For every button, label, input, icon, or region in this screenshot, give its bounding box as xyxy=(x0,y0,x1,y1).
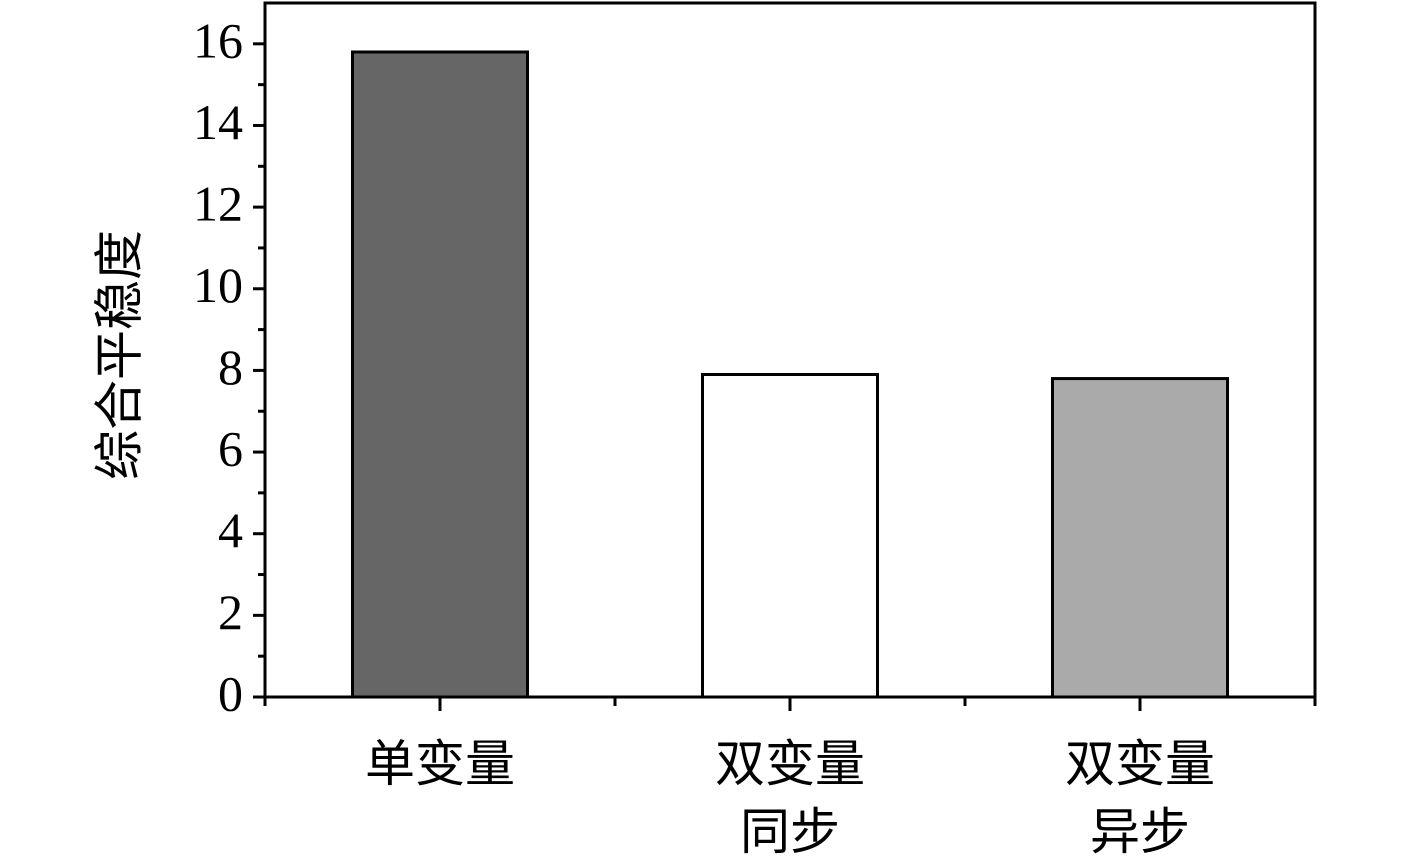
x-tick-label: 双变量 同步 xyxy=(715,736,865,860)
y-tick-label: 12 xyxy=(193,176,243,232)
y-tick-label: 4 xyxy=(218,502,243,558)
y-axis-label: 综合平稳度 xyxy=(91,230,147,480)
y-tick-label: 2 xyxy=(218,584,243,640)
y-tick-label: 8 xyxy=(218,339,243,395)
y-tick-label: 0 xyxy=(218,665,243,721)
bar xyxy=(1051,377,1229,699)
plot-frame xyxy=(263,1,1317,699)
y-tick-label: 10 xyxy=(193,257,243,313)
y-tick-label: 14 xyxy=(193,94,243,150)
y-tick-label: 6 xyxy=(218,421,243,477)
x-tick-label: 双变量 异步 xyxy=(1065,736,1215,860)
y-tick-label: 16 xyxy=(193,12,243,68)
bar xyxy=(351,50,529,699)
x-tick-label: 单变量 xyxy=(365,736,515,792)
bar xyxy=(701,372,879,699)
